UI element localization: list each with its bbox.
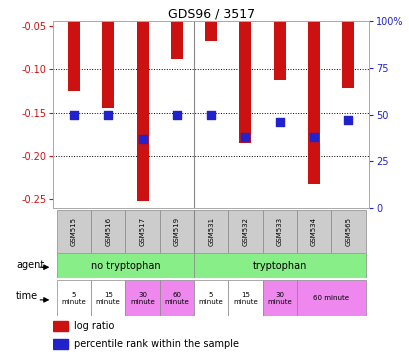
Bar [262,210,296,253]
Title: GDS96 / 3517: GDS96 / 3517 [167,7,254,20]
Text: 60 minute: 60 minute [312,295,348,301]
Bar [125,280,159,316]
Text: GSM517: GSM517 [139,217,145,246]
Bar [56,253,193,278]
Point [242,134,248,140]
Text: 5
minute: 5 minute [61,292,86,305]
Point [105,112,111,118]
Text: 60
minute: 60 minute [164,292,189,305]
Text: 5
minute: 5 minute [198,292,223,305]
Bar [68,0,80,91]
Point [207,112,214,118]
Bar [193,280,228,316]
Text: tryptophan: tryptophan [252,261,306,271]
Text: 30
minute: 30 minute [267,292,292,305]
Text: time: time [16,291,38,301]
Text: GSM531: GSM531 [208,217,213,246]
Bar [296,210,330,253]
Bar [91,210,125,253]
Text: GSM515: GSM515 [71,217,77,246]
Bar [193,253,365,278]
Point [70,112,77,118]
Bar [204,0,217,41]
Bar [193,210,228,253]
Bar [102,0,114,108]
Bar [239,0,251,143]
Bar [56,280,91,316]
Bar [228,280,262,316]
Bar [228,210,262,253]
Bar [125,210,159,253]
Text: GSM533: GSM533 [276,217,282,246]
Text: 30
minute: 30 minute [130,292,155,305]
Text: GSM516: GSM516 [105,217,111,246]
Text: 15
minute: 15 minute [233,292,257,305]
Bar [171,0,182,59]
Text: GSM565: GSM565 [344,217,351,246]
Bar [262,280,296,316]
Bar [53,321,67,331]
Bar [296,280,365,316]
Point [139,136,146,142]
Text: no tryptophan: no tryptophan [90,261,160,271]
Point [344,117,351,123]
Bar [56,210,91,253]
Text: log ratio: log ratio [74,321,114,331]
Bar [307,0,319,184]
Text: agent: agent [16,260,44,270]
Bar [91,280,125,316]
Text: 15
minute: 15 minute [96,292,120,305]
Text: GSM532: GSM532 [242,217,248,246]
Bar [136,0,148,201]
Point [310,134,317,140]
Bar [330,210,365,253]
Text: GSM534: GSM534 [310,217,316,246]
Text: GSM519: GSM519 [173,217,180,246]
Bar [273,0,285,80]
Bar [53,339,67,349]
Text: percentile rank within the sample: percentile rank within the sample [74,339,238,349]
Bar [159,210,193,253]
Bar [342,0,353,88]
Point [276,119,282,125]
Bar [159,280,193,316]
Point [173,112,180,118]
